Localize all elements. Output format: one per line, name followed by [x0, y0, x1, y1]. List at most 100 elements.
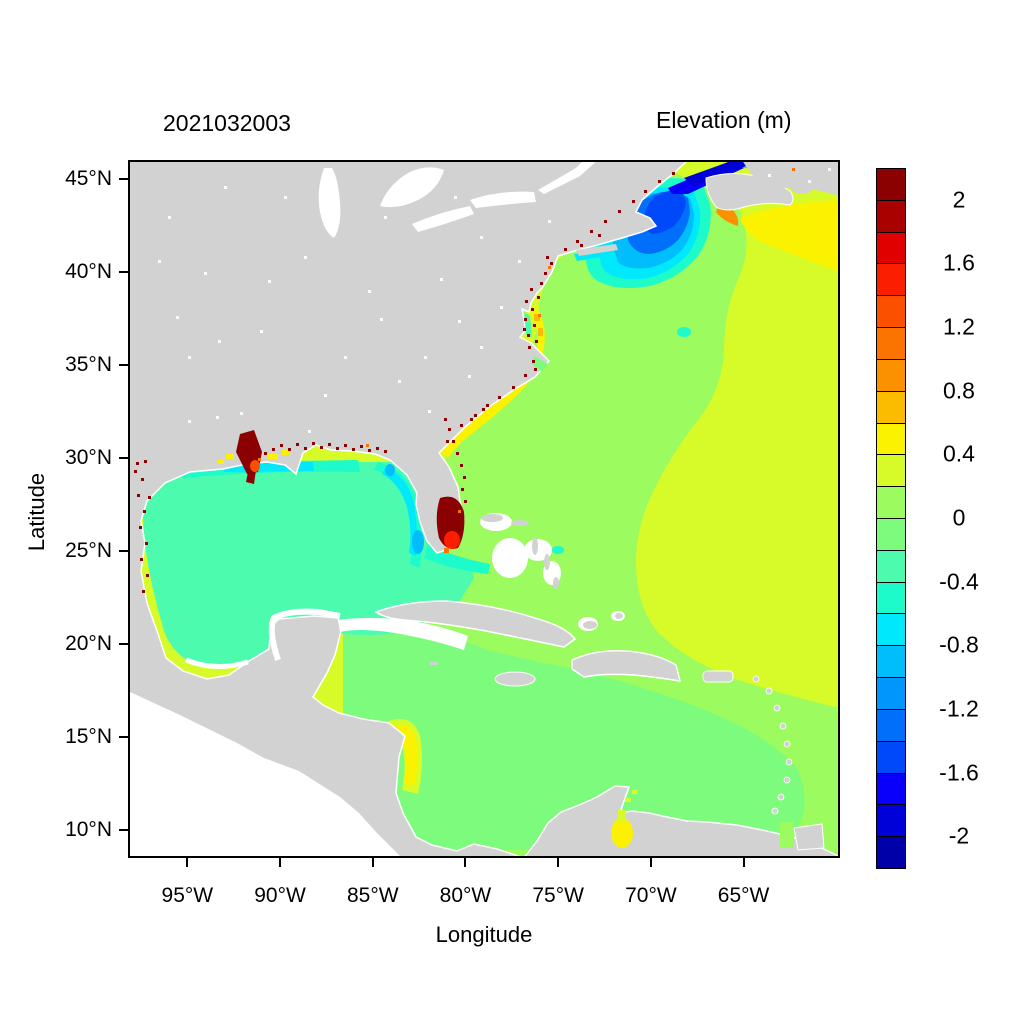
surge-speckle: [486, 404, 489, 407]
great-lakes: [318, 160, 598, 238]
surge-speckle: [452, 440, 455, 443]
lake-speckle: [480, 346, 483, 349]
surge-speckle: [456, 452, 459, 455]
y-tick-label: 45°N: [65, 166, 112, 190]
surge-speckle: [352, 448, 355, 451]
colorbar-segment: [876, 740, 906, 774]
x-tick-label: 85°W: [346, 884, 399, 907]
surge-speckle: [598, 234, 601, 237]
surge-speckle: [320, 446, 323, 449]
lake-speckle: [380, 318, 383, 321]
lake-speckle: [260, 330, 263, 333]
x-tick-label: 90°W: [254, 884, 306, 907]
lake-speckle: [500, 306, 503, 309]
surge-speckle: [137, 494, 140, 497]
lake-speckle: [368, 290, 371, 293]
surge-speckle: [463, 476, 466, 479]
colorbar-tick-label: 1.2: [943, 313, 975, 340]
lake-speckle: [188, 420, 191, 423]
x-tick-mark: [464, 858, 467, 867]
surge-speckle: [280, 444, 283, 447]
y-tick-label: 30°N: [65, 445, 112, 469]
colorbar-segment: [876, 613, 906, 647]
surge-speckle: [576, 240, 579, 243]
lake-speckle: [268, 280, 271, 283]
x-tick-mark: [371, 858, 374, 867]
colorbar-segment: [876, 295, 906, 329]
colorbar-segment: [876, 327, 906, 360]
y-tick-label: 10°N: [65, 818, 112, 842]
lesser-antilles: [752, 675, 793, 815]
surge-speckle: [532, 360, 535, 363]
surge-speckle: [482, 408, 485, 411]
cayman-islands: [430, 662, 438, 665]
colorbar-tick-label: -0.8: [939, 631, 979, 658]
lake-speckle: [188, 356, 191, 359]
x-tick-label: 75°W: [532, 884, 584, 907]
surge-speckle-orange: [538, 314, 541, 317]
surge-speckle: [525, 300, 528, 303]
lake-speckle: [218, 340, 221, 343]
colorbar-segment: [876, 836, 906, 869]
surge-speckle: [460, 424, 463, 427]
gulf-of-paria-green: [780, 822, 794, 848]
lake-speckle: [158, 260, 161, 263]
surge-speckle: [360, 445, 363, 448]
y-tick-label: 35°N: [65, 352, 112, 376]
yucatan-channel-white: [338, 617, 468, 650]
bay-of-fundy-core: [684, 160, 746, 186]
colorbar-tick-label: 0.8: [943, 377, 975, 404]
lake-speckle: [468, 375, 471, 378]
x-tick-label: 70°W: [625, 884, 677, 907]
surge-speckle: [672, 172, 675, 175]
surge-speckle: [460, 464, 463, 467]
surge-speckle: [139, 526, 142, 529]
x-tick-label: 65°W: [717, 884, 770, 907]
surge-speckle: [140, 558, 143, 561]
surge-speckle: [658, 180, 661, 183]
lake-speckle: [458, 320, 461, 323]
colorbar-segment: [876, 168, 906, 201]
hispaniola: [571, 649, 682, 682]
colorbar-segment: [876, 199, 906, 233]
lake-speckle: [440, 278, 443, 281]
lake-speckle: [216, 416, 219, 419]
florida-hotspot: [436, 496, 465, 553]
colorbar-segment: [876, 708, 906, 742]
surge-speckle: [530, 288, 533, 291]
bahama-banks: [480, 513, 625, 631]
surge-speckle: [564, 248, 567, 251]
mosquito-coast-yellow: [394, 724, 418, 786]
surge-speckle: [336, 447, 339, 450]
surge-speckle: [590, 230, 593, 233]
colorbar-tick-label: -2: [948, 822, 970, 849]
colorbar-segment: [876, 263, 906, 297]
lake-speckle: [480, 236, 483, 239]
lake-speckle: [424, 356, 427, 359]
lake-speckle: [284, 196, 287, 199]
surge-speckle: [528, 346, 531, 349]
surge-speckle: [384, 450, 387, 453]
bahamas-islands: [481, 514, 623, 629]
surge-speckle: [344, 444, 347, 447]
x-tick-label: 95°W: [161, 884, 214, 907]
scotian-shelf-yellow: [740, 200, 840, 272]
surge-speckle: [296, 443, 299, 446]
puerto-rico: [702, 670, 734, 683]
surge-speckle: [618, 210, 621, 213]
surge-speckle: [524, 318, 527, 321]
surge-speckle: [145, 542, 148, 545]
lake-speckle: [828, 168, 831, 171]
surge-speckle-orange: [548, 266, 551, 269]
surge-speckle: [272, 448, 275, 451]
lake-speckle: [328, 220, 331, 223]
surge-speckle: [632, 200, 635, 203]
colorbar-segment: [876, 581, 906, 615]
land-top-right: [742, 160, 840, 196]
lake-speckle: [548, 220, 551, 223]
lake-speckle: [398, 380, 401, 383]
colorbar-segment: [876, 231, 906, 265]
surge-speckle: [312, 442, 315, 445]
map: [128, 160, 840, 858]
lake-speckle: [304, 256, 307, 259]
